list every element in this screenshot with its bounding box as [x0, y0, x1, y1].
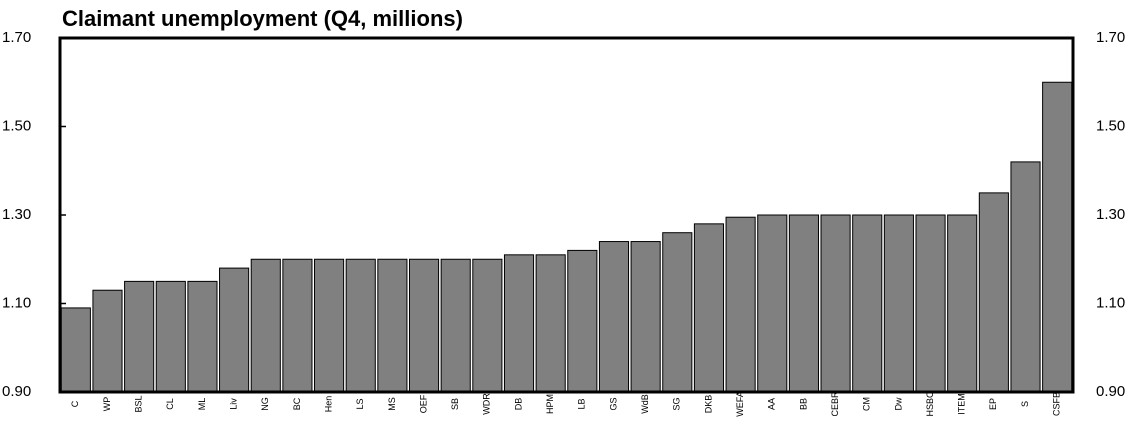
x-tick-label: EP: [988, 398, 998, 410]
x-tick-label: Liv: [228, 398, 238, 410]
bar: [788, 214, 819, 393]
bar: [377, 258, 408, 393]
bar: [693, 223, 725, 393]
x-tick-label: S: [1020, 401, 1030, 407]
x-tick-label: WEFA: [735, 391, 745, 417]
bar: [820, 214, 851, 393]
bar: [567, 249, 598, 393]
x-tick-label: Hen: [323, 396, 333, 413]
x-tick-label: CL: [165, 398, 175, 410]
bar: [757, 214, 788, 393]
y2-tick-label: 1.10: [1096, 294, 1125, 311]
y2-tick-label: 1.50: [1096, 117, 1125, 134]
x-tick-label: LS: [355, 398, 365, 409]
y-tick-label: 1.30: [2, 206, 31, 223]
x-tick-label: WdB: [640, 394, 650, 414]
x-tick-label: OEF: [418, 394, 428, 413]
bar: [662, 232, 693, 393]
chart-title: Claimant unemployment (Q4, millions): [62, 6, 463, 31]
y-tick-label: 1.10: [2, 294, 31, 311]
x-tick-label: ITEM: [957, 393, 967, 415]
bar: [187, 280, 218, 393]
x-tick-label: Dw: [893, 397, 903, 410]
x-tick-label: DB: [513, 398, 523, 411]
x-tick-label: SB: [450, 398, 460, 410]
bar: [219, 267, 250, 393]
bar: [60, 307, 91, 393]
x-tick-label: DKB: [703, 395, 713, 414]
y-tick-label: 0.90: [2, 383, 31, 400]
y2-tick-label: 1.70: [1096, 29, 1125, 46]
x-tick-label: AA: [767, 398, 777, 410]
y-tick-label: 1.50: [2, 117, 31, 134]
bar: [440, 258, 471, 393]
x-tick-label: HPM: [545, 394, 555, 414]
x-tick-label: HSBC: [925, 391, 935, 417]
x-tick-label: CEBR: [830, 391, 840, 417]
y2-tick-label: 1.30: [1096, 206, 1125, 223]
bar: [598, 241, 630, 393]
bar: [408, 258, 440, 393]
bar: [345, 258, 376, 393]
bar: [915, 214, 946, 393]
x-tick-label: BSL: [134, 395, 144, 412]
y2-tick-label: 0.90: [1096, 383, 1125, 400]
bar: [630, 241, 661, 393]
x-tick-label: LB: [577, 398, 587, 409]
bar: [883, 214, 914, 393]
bar: [92, 289, 123, 393]
bar: [282, 258, 313, 393]
bar: [947, 214, 978, 393]
bar: [535, 254, 566, 393]
bar: [978, 192, 1009, 393]
bar: [472, 258, 503, 393]
x-tick-label: MS: [387, 397, 397, 411]
x-tick-label: C: [70, 400, 80, 407]
bar: [124, 280, 155, 393]
plot-frame: [58, 36, 1075, 394]
x-tick-label: BB: [798, 398, 808, 410]
bar: [1010, 161, 1041, 393]
bar: [314, 258, 345, 393]
bar: [155, 280, 186, 393]
y-tick-label: 1.70: [2, 29, 31, 46]
bar: [725, 216, 756, 393]
bar: [503, 254, 535, 393]
x-tick-label: NG: [260, 397, 270, 411]
x-tick-label: BC: [292, 397, 302, 410]
bar: [1042, 81, 1073, 393]
x-tick-label: CSFB: [1052, 392, 1062, 416]
x-tick-label: GS: [608, 397, 618, 410]
x-tick-label: WP: [102, 397, 112, 412]
bar: [250, 258, 281, 393]
x-tick-label: SG: [672, 397, 682, 410]
x-tick-label: WDR: [482, 393, 492, 415]
x-tick-label: ML: [197, 398, 207, 411]
bar: [852, 214, 883, 393]
x-tick-label: CM: [862, 397, 872, 411]
